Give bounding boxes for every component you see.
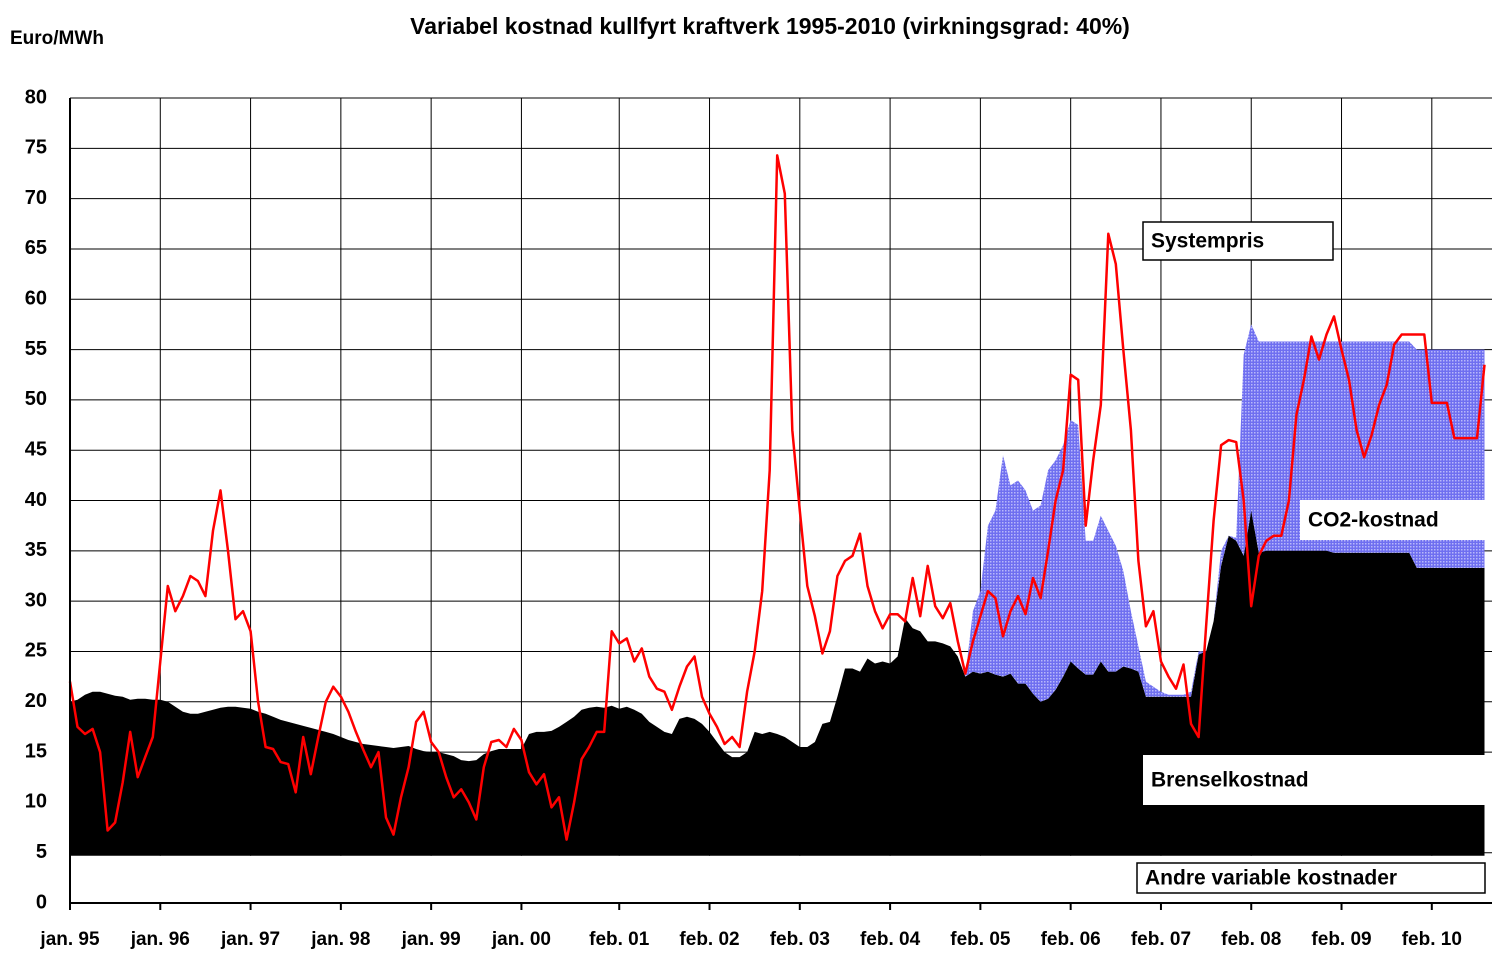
- x-tick-label: feb. 06: [1041, 929, 1101, 950]
- series-label: Brenselkostnad: [1151, 769, 1309, 792]
- x-tick-label: jan. 98: [310, 929, 370, 950]
- area: [70, 510, 1485, 856]
- x-tick-label: jan. 97: [220, 929, 280, 950]
- y-tick-label: 25: [25, 640, 47, 662]
- x-tick-label: jan. 00: [491, 929, 551, 950]
- y-tick-label: 50: [25, 388, 47, 410]
- label-box: [1300, 500, 1492, 540]
- x-tick-label: feb. 09: [1311, 929, 1371, 950]
- x-tick-label: feb. 02: [679, 929, 739, 950]
- area: [70, 324, 1485, 762]
- y-tick-label: 75: [25, 137, 47, 159]
- y-tick-label: 5: [36, 841, 47, 863]
- x-tick-label: jan. 99: [401, 929, 461, 950]
- x-tick-label: jan. 96: [130, 929, 190, 950]
- x-tick-label: feb. 05: [950, 929, 1011, 950]
- y-tick-label: 70: [25, 187, 47, 209]
- x-tick-label: jan. 95: [39, 929, 100, 950]
- chart-title: Variabel kostnad kullfyrt kraftverk 1995…: [410, 13, 1130, 39]
- y-tick-label: 55: [25, 338, 47, 360]
- y-tick-label: 65: [25, 237, 47, 259]
- y-tick-label: 45: [25, 438, 47, 460]
- x-tick-label: feb. 07: [1131, 929, 1191, 950]
- x-tick-label: feb. 04: [860, 929, 921, 950]
- y-tick-label: 10: [25, 791, 47, 813]
- x-tick-label: feb. 10: [1402, 929, 1462, 950]
- x-tick-label: feb. 01: [589, 929, 650, 950]
- y-tick-label: 20: [25, 690, 47, 712]
- series-label: Systempris: [1151, 230, 1264, 253]
- x-tick-label: feb. 03: [770, 929, 830, 950]
- label-box: [1136, 862, 1486, 894]
- y-tick-label: 15: [25, 740, 47, 762]
- label-box: [1143, 755, 1492, 805]
- y-tick-label: 60: [25, 288, 47, 310]
- y-tick-label: 30: [25, 589, 47, 611]
- y-axis-label: Euro/MWh: [10, 28, 104, 49]
- y-tick-label: 40: [25, 489, 47, 511]
- area: [70, 855, 1485, 903]
- y-tick-label: 35: [25, 539, 47, 561]
- series-label: CO2-kostnad: [1308, 509, 1439, 532]
- label-box: [1142, 221, 1334, 261]
- y-tick-label: 80: [25, 86, 47, 108]
- y-tick-label: 0: [36, 891, 47, 913]
- line: [68, 154, 1486, 841]
- x-tick-label: feb. 08: [1221, 929, 1281, 950]
- series-label: Andre variable kostnader: [1145, 867, 1397, 890]
